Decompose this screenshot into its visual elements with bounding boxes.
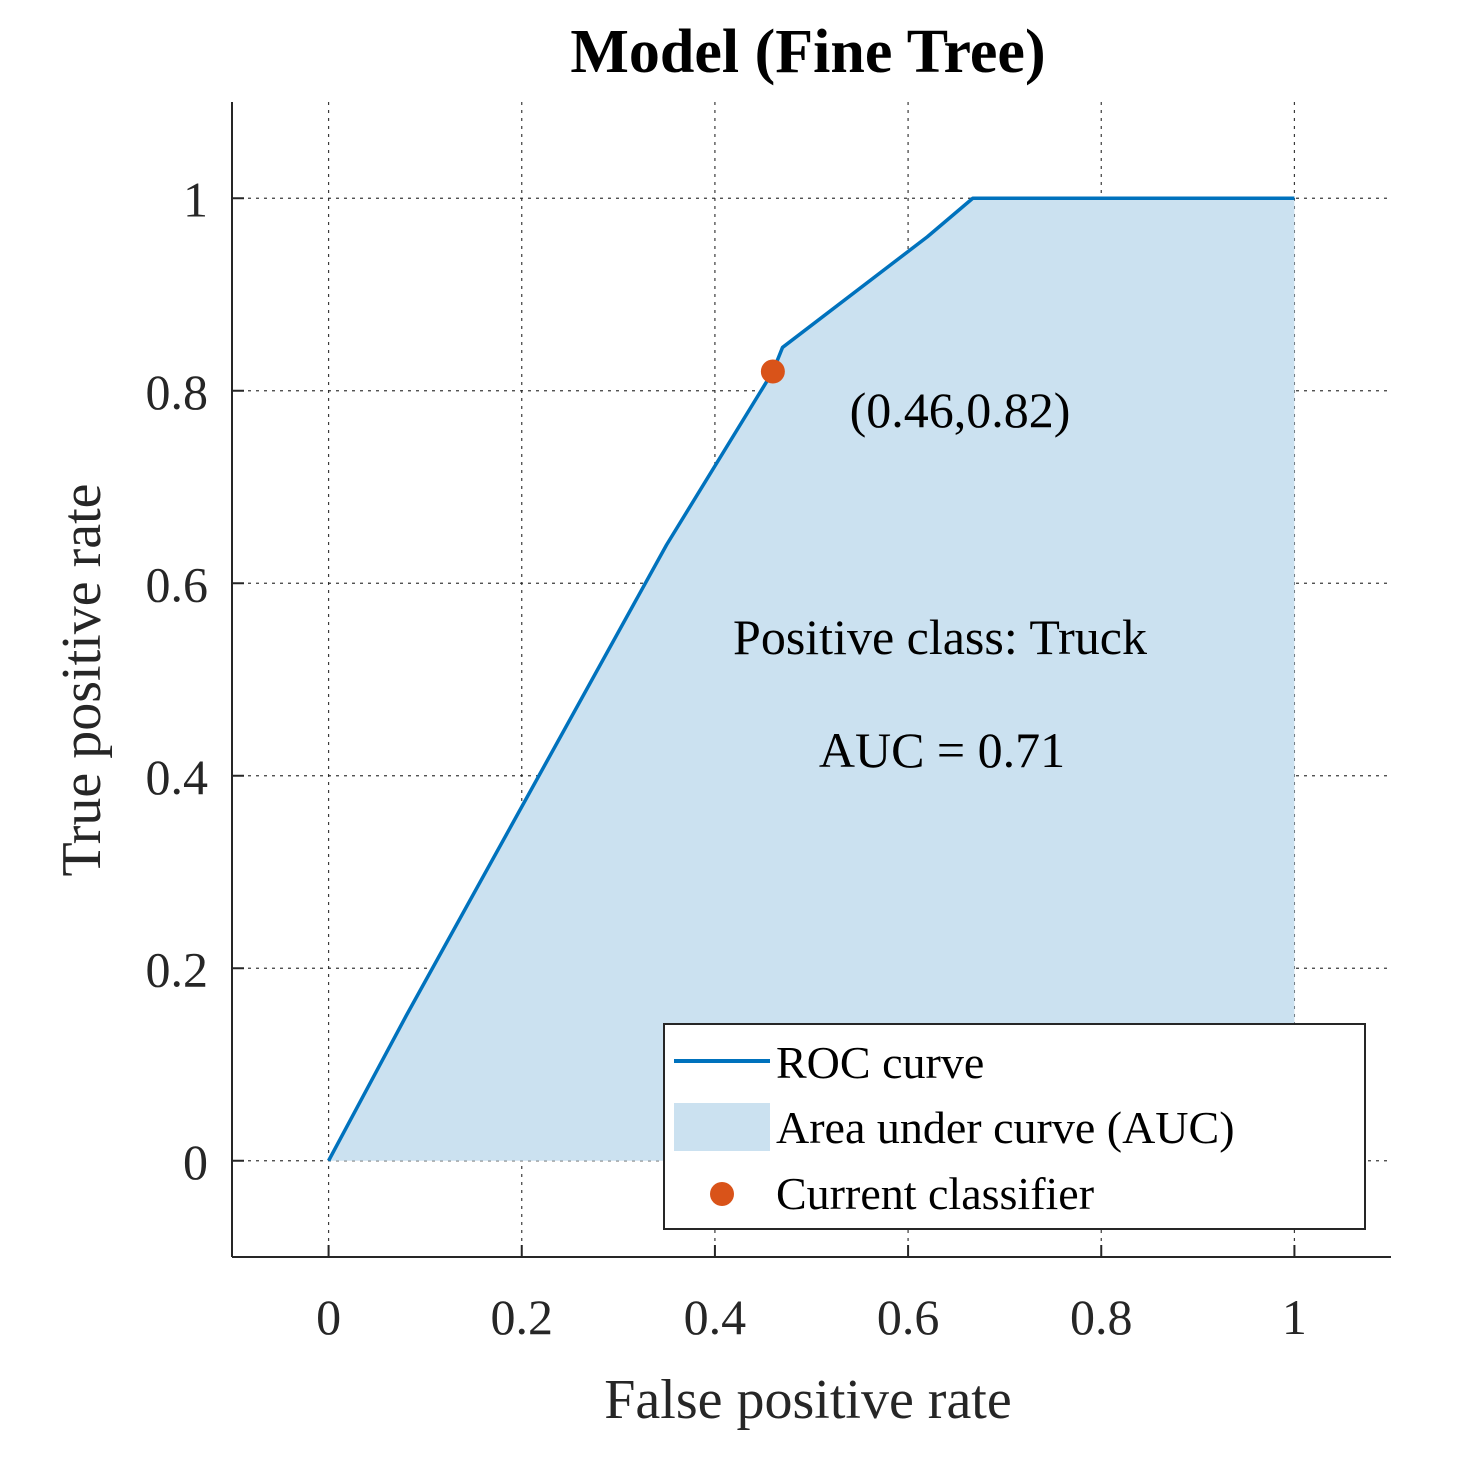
y-tick-label-4: 0.8 — [146, 364, 209, 420]
legend-label-auc: Area under curve (AUC) — [776, 1102, 1235, 1153]
y-axis-label: True positive rate — [51, 484, 113, 877]
legend-box — [663, 1023, 1366, 1230]
y-tick-label-1: 0.2 — [146, 941, 209, 997]
x-tick-label-4: 0.8 — [1070, 1289, 1133, 1345]
roc-curve-line — [327, 196, 1295, 1162]
legend-label-roc-curve: ROC curve — [776, 1037, 984, 1088]
y-tick-label-3: 0.6 — [146, 556, 209, 612]
tick-labels: 0 0.2 0.4 0.6 0.8 1 0 0.2 0.4 0.6 0.8 1 — [146, 171, 1307, 1345]
legend-label-current-classifier: Current classifier — [776, 1168, 1094, 1219]
axes — [231, 102, 1391, 1258]
x-tick-label-0: 0 — [316, 1289, 341, 1345]
annotations: (0.46,0.82) Positive class: Truck AUC = … — [733, 382, 1147, 778]
positive-class-annotation: Positive class: Truck — [733, 609, 1147, 665]
x-tick-label-3: 0.6 — [877, 1289, 940, 1345]
y-tick-label-5: 1 — [183, 171, 208, 227]
current-classifier-point — [760, 359, 785, 384]
legend: ROC curve Area under curve (AUC) Current… — [663, 1023, 1366, 1230]
x-axis-label: False positive rate — [604, 1369, 1011, 1431]
legend-current-classifier-swatch — [710, 1182, 734, 1206]
chart-title: Model (Fine Tree) — [570, 18, 1045, 86]
y-tick-label-2: 0.4 — [146, 749, 209, 805]
current-classifier-annotation: (0.46,0.82) — [850, 382, 1071, 438]
roc-curve-group — [327, 196, 1295, 1162]
current-classifier-group — [760, 359, 785, 384]
y-tick-label-0: 0 — [183, 1134, 208, 1190]
x-tick-label-2: 0.4 — [684, 1289, 747, 1345]
auc-value-annotation: AUC = 0.71 — [819, 722, 1065, 778]
legend-auc-swatch — [674, 1103, 770, 1151]
x-tick-label-1: 0.2 — [491, 1289, 554, 1345]
x-tick-label-5: 1 — [1282, 1289, 1307, 1345]
auc-area — [328, 198, 1295, 1161]
auc-area-group — [328, 198, 1295, 1161]
